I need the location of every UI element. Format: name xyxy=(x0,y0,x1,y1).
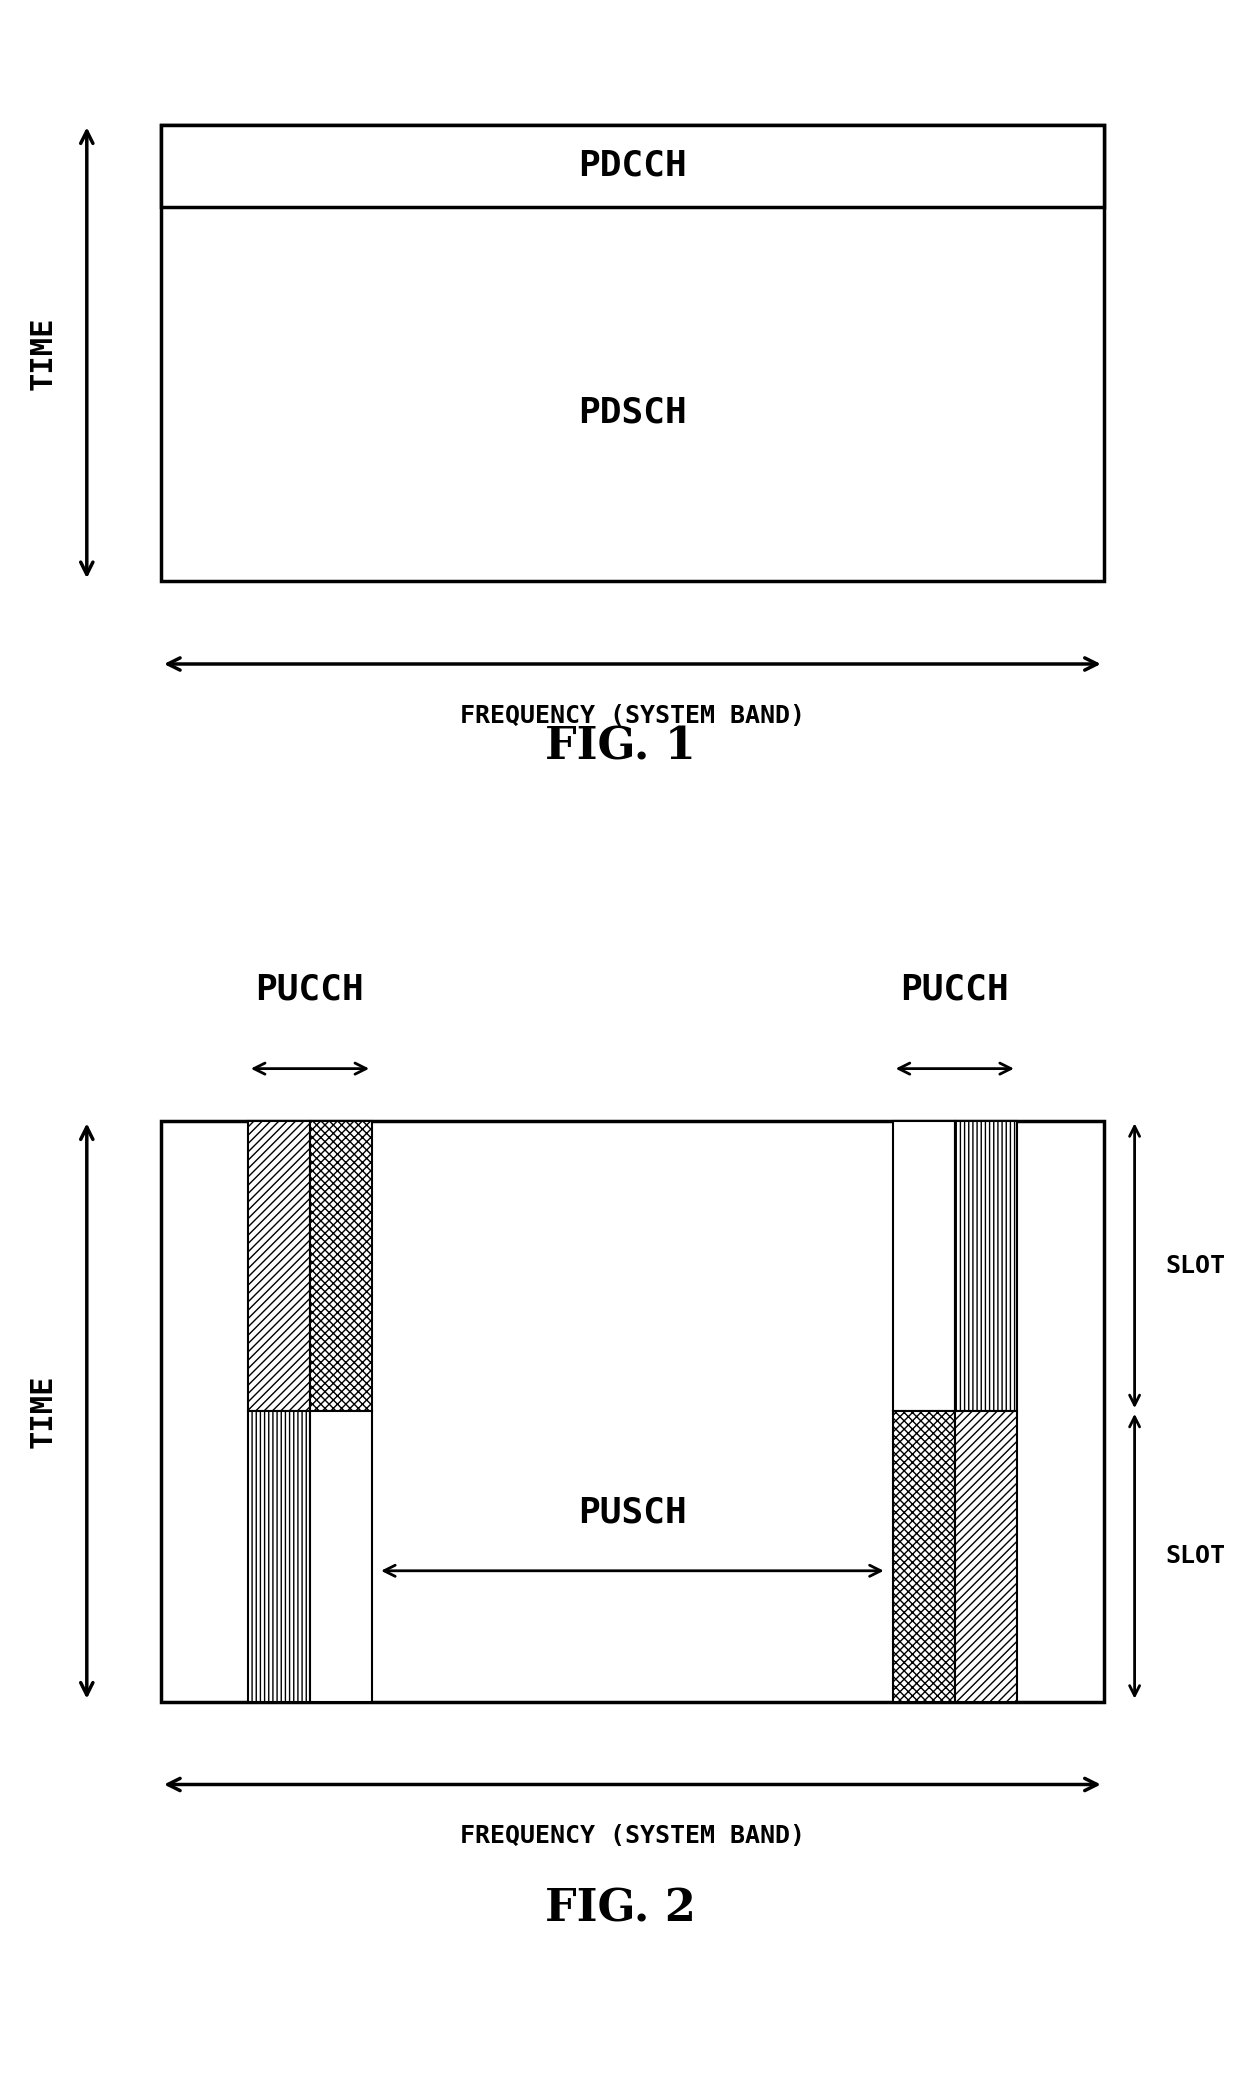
Text: FIG. 2: FIG. 2 xyxy=(544,1888,696,1930)
Text: PUCCH: PUCCH xyxy=(900,973,1009,1006)
Bar xyxy=(955,1120,1017,1411)
Bar xyxy=(310,1411,372,1701)
Text: FIG. 1: FIG. 1 xyxy=(544,726,696,768)
Text: FREQUENCY (SYSTEM BAND): FREQUENCY (SYSTEM BAND) xyxy=(460,1824,805,1849)
Bar xyxy=(893,1411,955,1701)
Bar xyxy=(955,1411,1017,1701)
Text: PDCCH: PDCCH xyxy=(578,149,687,183)
Bar xyxy=(893,1120,955,1411)
Text: PUCCH: PUCCH xyxy=(255,973,365,1006)
Bar xyxy=(248,1120,310,1411)
Bar xyxy=(310,1120,372,1411)
Text: PDSCH: PDSCH xyxy=(578,396,687,430)
Text: SLOT: SLOT xyxy=(1166,1544,1225,1569)
Bar xyxy=(248,1411,310,1701)
Text: PUSCH: PUSCH xyxy=(578,1496,687,1529)
Text: TIME: TIME xyxy=(29,1374,58,1448)
Bar xyxy=(161,124,1104,208)
Bar xyxy=(161,124,1104,581)
Text: FREQUENCY (SYSTEM BAND): FREQUENCY (SYSTEM BAND) xyxy=(460,703,805,728)
Bar xyxy=(161,1120,1104,1701)
Text: SLOT: SLOT xyxy=(1166,1253,1225,1278)
Text: TIME: TIME xyxy=(29,315,58,390)
